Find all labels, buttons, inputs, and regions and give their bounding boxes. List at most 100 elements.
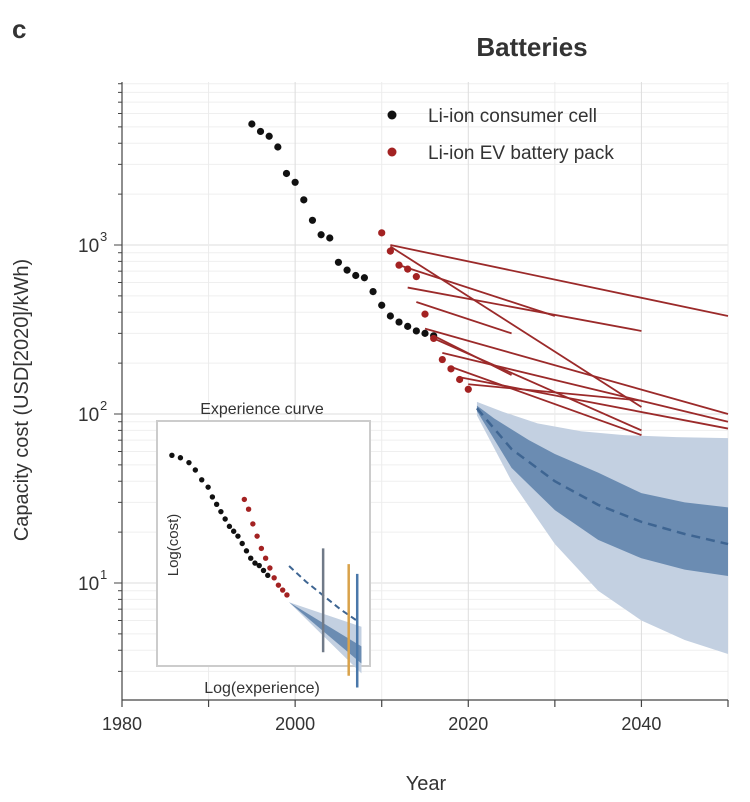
consumer-cell-point — [369, 287, 377, 296]
y-tick-label: 10 — [78, 405, 99, 426]
inset-consumer-point — [169, 452, 175, 458]
inset-consumer-point — [218, 508, 224, 515]
inset-forecast-outer-band — [289, 602, 362, 674]
consumer-cell-point — [395, 318, 403, 326]
inset-consumer-point — [248, 555, 254, 561]
inset-consumer-point — [226, 523, 233, 530]
inset-consumer-point — [256, 562, 262, 569]
ev-projection-line — [389, 245, 642, 408]
consumer-cell-point — [317, 231, 325, 239]
consumer-cell-point — [265, 132, 273, 140]
inset-consumer-point — [205, 484, 211, 490]
consumer-cell-point — [308, 216, 317, 224]
inset-y-label: Log(cost) — [165, 514, 182, 577]
ev-pack-point — [438, 355, 446, 364]
legend-label-consumer-cell: Li-ion consumer cell — [428, 106, 597, 127]
consumer-cell-point — [352, 271, 360, 280]
inset-title: Experience curve — [200, 401, 324, 418]
inset-ev-point — [250, 521, 256, 527]
ev-pack-point — [430, 334, 438, 343]
ev-pack-point — [378, 229, 386, 237]
consumer-cell-point — [343, 266, 351, 274]
inset-consumer-point — [265, 572, 271, 579]
ev-pack-point — [386, 247, 394, 255]
x-tick-label: 2040 — [621, 714, 661, 734]
forecast-inner-band — [476, 405, 728, 577]
consumer-cell-point — [256, 127, 265, 136]
inset-consumer-point — [260, 567, 267, 574]
inset-ev-point — [241, 496, 248, 503]
chart-text: c Batteries Year Capacity cost (USD[2020… — [11, 14, 661, 795]
ev-pack-point — [456, 375, 464, 384]
forecast-median-line — [475, 407, 729, 546]
consumer-cell-point — [404, 322, 412, 330]
plot-area — [114, 82, 729, 707]
inset-consumer-point — [252, 560, 258, 566]
ev-projection-line — [433, 335, 512, 376]
ev-projection-line — [424, 327, 729, 415]
inset-ev-point — [267, 565, 273, 571]
panel-label: c — [12, 14, 26, 44]
consumer-cell-point — [291, 178, 299, 186]
inset-ev-point — [275, 582, 282, 588]
ev-pack-point — [464, 385, 472, 393]
inset-ev-point — [279, 587, 286, 593]
ev-pack-point — [447, 365, 455, 373]
ev-projection-line — [416, 301, 512, 335]
ev-pack-point — [421, 310, 429, 318]
inset-forecast-inner-band — [289, 602, 362, 664]
consumer-cell-point — [334, 258, 343, 266]
inset-ev-point — [258, 545, 265, 552]
inset-ev-point — [284, 592, 290, 598]
inset-ev-point — [254, 533, 260, 539]
ev-projection-line — [450, 366, 642, 436]
y-tick-label: 10 — [78, 574, 99, 595]
x-tick-label: 2020 — [448, 714, 488, 734]
consumer-cell-point — [378, 301, 386, 309]
ev-projection-line — [459, 376, 729, 430]
inset-consumer-point — [230, 528, 237, 534]
y-tick-label: 10 — [78, 236, 99, 257]
y-tick-exponent: 1 — [100, 567, 107, 582]
inset-consumer-point — [222, 516, 228, 522]
inset-consumer-point — [235, 533, 241, 539]
y-tick-exponent: 2 — [100, 398, 107, 413]
ev-projection-line — [390, 244, 729, 317]
ev-projection-line — [407, 286, 642, 332]
legend-marker-consumer-cell — [387, 110, 397, 120]
consumer-cell-point — [282, 169, 291, 178]
y-tick-exponent: 3 — [100, 229, 107, 244]
ev-projection-line — [468, 383, 642, 402]
ev-pack-point — [404, 265, 412, 273]
inset-consumer-point — [186, 459, 192, 466]
x-tick-label: 1980 — [102, 714, 142, 734]
inset-consumer-point — [177, 455, 184, 461]
legend-label-ev-pack: Li-ion EV battery pack — [428, 143, 614, 164]
legend-marker-ev-pack — [387, 147, 397, 157]
inset-consumer-point — [199, 477, 205, 483]
inset-x-label: Log(experience) — [204, 680, 320, 697]
consumer-cell-point — [360, 274, 368, 282]
inset-consumer-point — [192, 467, 199, 473]
consumer-cell-point — [248, 120, 256, 128]
ev-pack-point — [412, 273, 420, 281]
y-axis-label: Capacity cost (USD[2020]/kWh) — [11, 259, 33, 541]
inset-ev-point — [245, 506, 252, 512]
consumer-cell-point — [386, 312, 394, 320]
x-tick-label: 2000 — [275, 714, 315, 734]
x-axis-label: Year — [406, 773, 447, 795]
consumer-cell-point — [412, 327, 420, 335]
chart-title: Batteries — [476, 32, 587, 62]
inset-consumer-point — [209, 494, 216, 500]
consumer-cell-point — [274, 143, 282, 151]
consumer-cell-point — [421, 329, 429, 337]
consumer-cell-point — [326, 234, 334, 242]
inset-ev-point — [271, 575, 277, 581]
inset-consumer-point — [239, 540, 245, 547]
inset-consumer-point — [243, 548, 250, 554]
consumer-cell-point — [300, 196, 308, 204]
ev-projection-line — [398, 264, 556, 317]
inset-ev-point — [262, 555, 269, 561]
ev-pack-point — [395, 261, 403, 269]
